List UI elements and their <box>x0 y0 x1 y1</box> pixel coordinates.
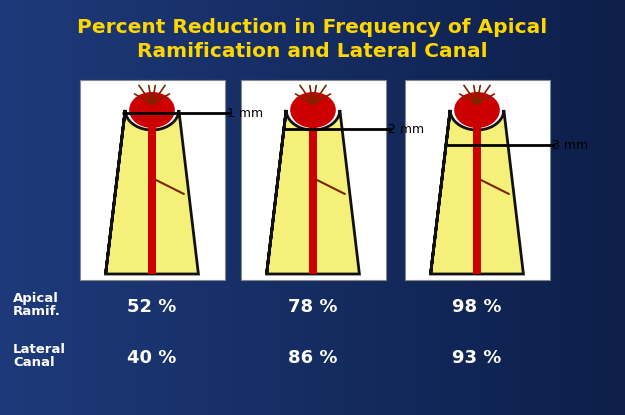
Bar <box>148 114 156 274</box>
Polygon shape <box>106 110 198 274</box>
Bar <box>309 114 317 274</box>
Text: Ramification and Lateral Canal: Ramification and Lateral Canal <box>137 42 488 61</box>
Polygon shape <box>267 110 359 274</box>
Polygon shape <box>431 110 523 274</box>
Ellipse shape <box>290 92 336 128</box>
Text: 2 mm: 2 mm <box>388 122 424 136</box>
Text: Canal: Canal <box>13 356 54 369</box>
Text: Apical: Apical <box>13 292 59 305</box>
Bar <box>404 80 549 280</box>
Text: 40 %: 40 % <box>127 349 177 367</box>
Text: Ramif.: Ramif. <box>13 305 61 318</box>
Text: 3 mm: 3 mm <box>552 139 589 151</box>
Text: 93 %: 93 % <box>452 349 502 367</box>
Text: 98 %: 98 % <box>452 298 502 316</box>
Text: 86 %: 86 % <box>288 349 338 367</box>
Bar <box>79 80 224 280</box>
Text: Percent Reduction in Frequency of Apical: Percent Reduction in Frequency of Apical <box>77 18 547 37</box>
Text: Lateral: Lateral <box>13 343 66 356</box>
Bar <box>473 114 481 274</box>
Text: 78 %: 78 % <box>288 298 338 316</box>
Text: 1 mm: 1 mm <box>228 107 264 120</box>
Text: 52 %: 52 % <box>127 298 177 316</box>
Ellipse shape <box>454 92 500 128</box>
Bar <box>241 80 386 280</box>
Ellipse shape <box>129 92 175 128</box>
